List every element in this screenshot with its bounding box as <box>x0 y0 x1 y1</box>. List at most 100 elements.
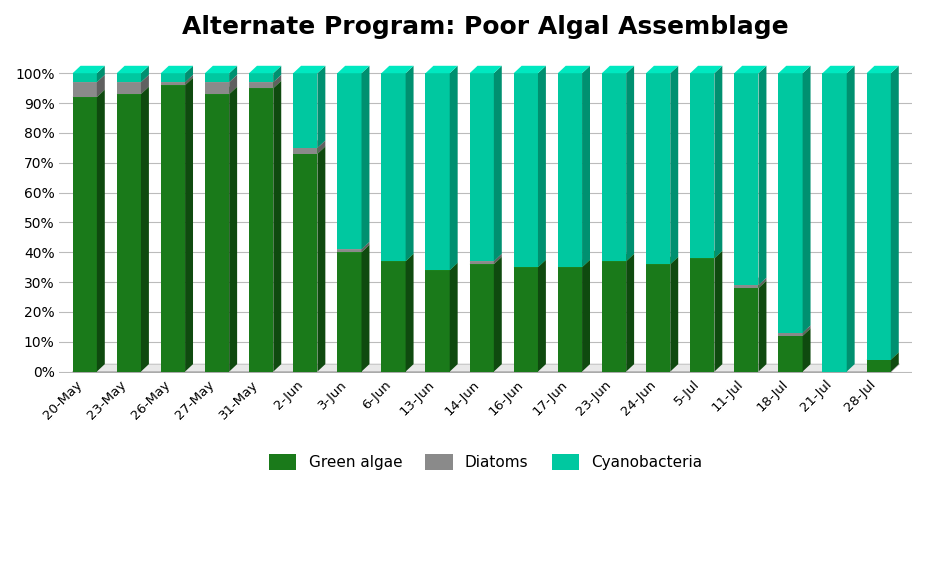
Polygon shape <box>690 66 722 73</box>
Polygon shape <box>185 66 193 82</box>
Polygon shape <box>779 66 810 73</box>
Polygon shape <box>205 82 229 94</box>
Polygon shape <box>822 73 846 372</box>
Polygon shape <box>646 73 670 264</box>
Polygon shape <box>891 66 899 360</box>
Polygon shape <box>758 277 767 288</box>
Polygon shape <box>185 77 193 372</box>
Polygon shape <box>646 66 679 73</box>
Polygon shape <box>734 73 758 285</box>
Polygon shape <box>450 66 458 270</box>
Polygon shape <box>867 352 899 360</box>
Polygon shape <box>249 75 281 82</box>
Polygon shape <box>514 260 546 267</box>
Polygon shape <box>337 249 362 252</box>
Polygon shape <box>273 75 281 88</box>
Polygon shape <box>779 73 803 333</box>
Polygon shape <box>293 66 325 73</box>
Polygon shape <box>514 66 546 73</box>
Polygon shape <box>582 66 590 267</box>
Polygon shape <box>690 251 722 258</box>
Polygon shape <box>514 267 538 372</box>
Polygon shape <box>96 90 105 372</box>
Polygon shape <box>362 66 370 249</box>
Polygon shape <box>362 245 370 372</box>
Polygon shape <box>229 75 237 94</box>
Polygon shape <box>229 66 237 82</box>
Polygon shape <box>867 360 891 372</box>
Polygon shape <box>317 66 325 148</box>
Polygon shape <box>72 82 96 97</box>
Polygon shape <box>734 285 758 288</box>
Polygon shape <box>690 73 715 258</box>
Polygon shape <box>317 140 325 154</box>
Polygon shape <box>293 154 317 372</box>
Polygon shape <box>273 81 281 372</box>
Polygon shape <box>470 66 502 73</box>
Polygon shape <box>558 66 590 73</box>
Polygon shape <box>779 333 803 336</box>
Polygon shape <box>670 66 679 264</box>
Polygon shape <box>538 260 546 372</box>
Polygon shape <box>646 264 670 372</box>
Polygon shape <box>494 254 502 264</box>
Polygon shape <box>734 66 767 73</box>
Polygon shape <box>891 352 899 372</box>
Polygon shape <box>558 260 590 267</box>
Polygon shape <box>96 75 105 97</box>
Polygon shape <box>690 258 715 372</box>
Title: Alternate Program: Poor Algal Assemblage: Alternate Program: Poor Algal Assemblage <box>183 15 789 39</box>
Polygon shape <box>626 66 634 261</box>
Polygon shape <box>494 66 502 261</box>
Polygon shape <box>779 336 803 372</box>
Polygon shape <box>185 75 193 85</box>
Polygon shape <box>558 73 582 267</box>
Polygon shape <box>582 260 590 372</box>
Polygon shape <box>117 94 141 372</box>
Polygon shape <box>160 85 185 372</box>
Polygon shape <box>337 242 370 249</box>
Polygon shape <box>867 66 899 73</box>
Polygon shape <box>381 66 413 73</box>
Legend: Green algae, Diatoms, Cyanobacteria: Green algae, Diatoms, Cyanobacteria <box>263 448 708 476</box>
Polygon shape <box>317 146 325 372</box>
Polygon shape <box>160 66 193 73</box>
Polygon shape <box>72 97 96 372</box>
Polygon shape <box>337 245 370 252</box>
Polygon shape <box>293 140 325 148</box>
Polygon shape <box>72 75 105 82</box>
Polygon shape <box>160 73 185 82</box>
Polygon shape <box>715 66 722 258</box>
Polygon shape <box>249 73 273 82</box>
Polygon shape <box>362 242 370 252</box>
Polygon shape <box>425 270 450 372</box>
Polygon shape <box>779 325 810 333</box>
Polygon shape <box>470 254 502 261</box>
Polygon shape <box>822 66 855 73</box>
Polygon shape <box>803 325 810 336</box>
Polygon shape <box>715 251 722 372</box>
Polygon shape <box>205 87 237 94</box>
Polygon shape <box>406 254 413 372</box>
Polygon shape <box>602 254 634 261</box>
Polygon shape <box>734 280 767 288</box>
Polygon shape <box>160 82 185 85</box>
Polygon shape <box>141 87 149 372</box>
Polygon shape <box>470 73 494 261</box>
Polygon shape <box>734 277 767 285</box>
Polygon shape <box>293 148 317 154</box>
Polygon shape <box>293 73 317 148</box>
Polygon shape <box>141 75 149 94</box>
Polygon shape <box>381 261 406 372</box>
Polygon shape <box>72 364 899 372</box>
Polygon shape <box>72 73 96 82</box>
Polygon shape <box>425 66 458 73</box>
Polygon shape <box>117 73 141 82</box>
Polygon shape <box>229 87 237 372</box>
Polygon shape <box>670 257 679 372</box>
Polygon shape <box>72 90 105 97</box>
Polygon shape <box>205 94 229 372</box>
Polygon shape <box>425 73 450 270</box>
Polygon shape <box>470 261 494 264</box>
Polygon shape <box>337 252 362 372</box>
